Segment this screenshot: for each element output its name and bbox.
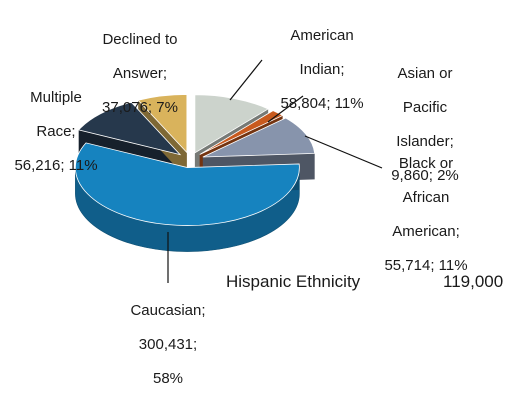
slice-label-declined: Declined to Answer; 37,076; 7% bbox=[102, 31, 178, 116]
slice-label-american-indian: American Indian; 58,804; 11% bbox=[280, 27, 364, 112]
hispanic-ethnicity-value: 119,000 bbox=[443, 272, 504, 291]
slice-american-indian bbox=[194, 94, 270, 154]
hispanic-ethnicity-label: Hispanic Ethnicity bbox=[226, 272, 361, 291]
slice-label-black-african: Black or African American; 55,714; 11% bbox=[384, 155, 468, 274]
slice-label-caucasian: Caucasian; 300,431; 58% bbox=[130, 302, 206, 387]
slice-declined bbox=[137, 94, 188, 154]
leader-line-american-indian bbox=[229, 59, 263, 101]
slice-black-african bbox=[202, 117, 316, 158]
leader-line-asian-pacific bbox=[267, 95, 304, 123]
leader-line-black-african bbox=[304, 135, 383, 169]
slice-caucasian bbox=[75, 142, 300, 226]
slice-label-asian-pacific: Asian or Pacific Islander; 9,860; 2% bbox=[391, 65, 459, 184]
slice-asian-pacific bbox=[199, 110, 284, 155]
slice-multiple-race bbox=[77, 101, 182, 156]
slice-label-multiple-race: Multiple Race; 56,216; 11% bbox=[14, 89, 98, 174]
pie-chart bbox=[75, 59, 383, 283]
